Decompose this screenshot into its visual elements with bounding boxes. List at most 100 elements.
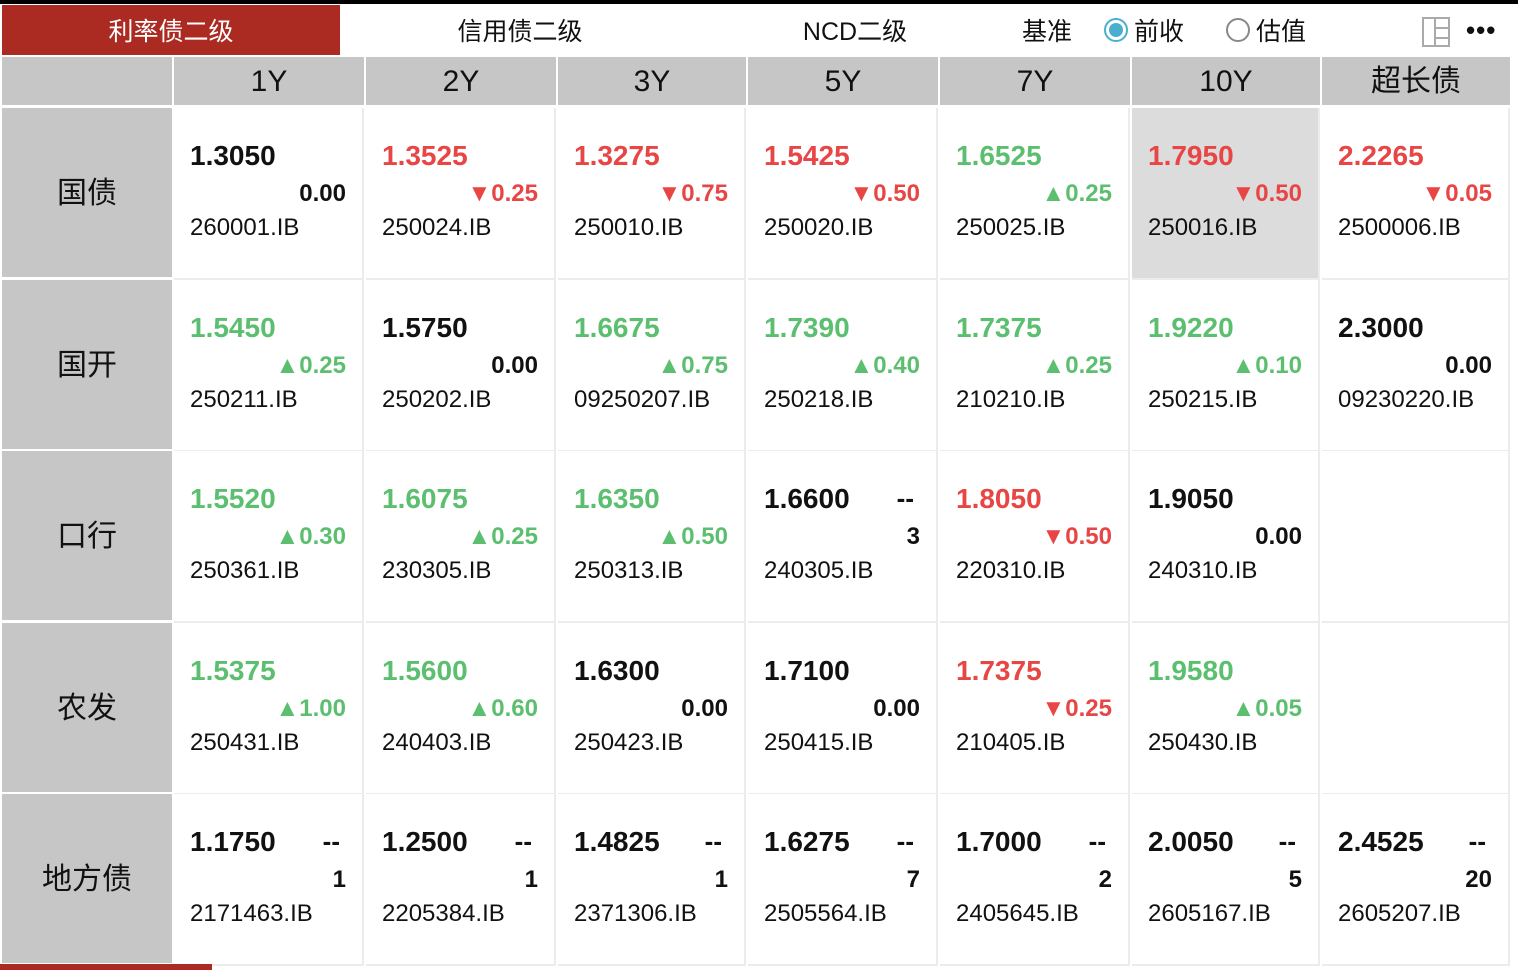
yield-rate: 2.2265 (1338, 140, 1424, 171)
yield-change: ▲1.00 (275, 694, 346, 722)
radio-label: 前收 (1134, 18, 1185, 46)
yield-cell[interactable]: 2.4525 -- 20 2605207.IB (1322, 794, 1510, 966)
change-placeholder: -- (514, 826, 532, 856)
yield-cell[interactable]: 1.1750 -- 1 2171463.IB (174, 794, 364, 966)
yield-cell[interactable]: 2.3000 0.00 09230220.IB (1322, 279, 1510, 452)
yield-change: ▼0.50 (1041, 523, 1112, 550)
yield-cell[interactable]: 1.9050 0.00 240310.IB (1132, 451, 1320, 623)
bond-code: 250431.IB (190, 728, 300, 756)
yield-cell[interactable]: 1.3275 ▼0.75 250010.IB (558, 108, 746, 280)
column-header[interactable]: 超长债 (1322, 57, 1510, 105)
layout-icon[interactable] (1422, 17, 1450, 47)
change-placeholder: -- (322, 826, 340, 856)
yield-cell[interactable] (1322, 451, 1510, 623)
trade-count: 1 (714, 866, 728, 893)
trade-count: 3 (906, 523, 920, 550)
yield-cell[interactable]: 1.3050 0.00 260001.IB (174, 108, 364, 280)
bond-code: 2205384.IB (382, 900, 505, 927)
radio-label: 估值 (1256, 18, 1307, 46)
yield-rate: 1.7950 (1148, 140, 1234, 171)
yield-rate: 1.9580 (1148, 654, 1234, 686)
yield-cell[interactable]: 1.5750 0.00 250202.IB (366, 279, 556, 452)
yield-cell[interactable]: 1.6350 ▲0.50 250313.IB (558, 451, 746, 623)
yield-change: ▲0.30 (275, 523, 346, 550)
bond-code: 230305.IB (382, 557, 492, 584)
trade-count: 5 (1288, 866, 1302, 893)
yield-cell[interactable]: 1.7390 ▲0.40 250218.IB (748, 279, 938, 452)
tab-rate-bonds[interactable]: 利率债二级 (2, 5, 340, 55)
yield-cell[interactable]: 1.8050 ▼0.50 220310.IB (940, 451, 1130, 623)
yield-cell[interactable]: 1.5520 ▲0.30 250361.IB (174, 451, 364, 623)
bond-code: 09230220.IB (1338, 385, 1475, 413)
yield-cell[interactable]: 1.5450 ▲0.25 250211.IB (174, 279, 364, 452)
yield-cell[interactable]: 1.6675 ▲0.75 09250207.IB (558, 279, 746, 452)
yield-rate: 1.3525 (382, 140, 468, 171)
yield-cell[interactable] (1322, 622, 1510, 795)
change-placeholder: -- (704, 826, 722, 856)
yield-change: ▼0.05 (1421, 180, 1492, 207)
yield-rate: 2.3000 (1338, 311, 1424, 343)
bond-code: 210405.IB (956, 728, 1066, 756)
radio-valuation[interactable]: 估值 (1226, 5, 1306, 55)
yield-rate: 1.5520 (190, 483, 276, 514)
bond-code: 2605207.IB (1338, 900, 1461, 927)
column-header[interactable]: 2Y (366, 57, 556, 105)
bond-code: 250415.IB (764, 728, 874, 756)
bond-code: 220310.IB (956, 557, 1066, 584)
yield-rate: 1.7100 (764, 654, 850, 686)
yield-cell[interactable]: 1.5600 ▲0.60 240403.IB (366, 622, 556, 795)
radio-selected-icon (1104, 18, 1128, 42)
yield-rate: 1.6275 (764, 826, 850, 857)
yield-cell[interactable]: 1.6300 0.00 250423.IB (558, 622, 746, 795)
bond-code: 260001.IB (190, 214, 300, 241)
column-header[interactable]: 1Y (174, 57, 364, 105)
radio-prev-close[interactable]: 前收 (1104, 5, 1184, 55)
yield-cell[interactable]: 1.7100 0.00 250415.IB (748, 622, 938, 795)
yield-cell[interactable]: 1.4825 -- 1 2371306.IB (558, 794, 746, 966)
row-label[interactable]: 口行 (2, 451, 172, 620)
yield-rate: 1.8050 (956, 483, 1042, 514)
bond-code: 240305.IB (764, 557, 874, 584)
column-header[interactable]: 5Y (748, 57, 938, 105)
yield-rate: 1.5600 (382, 654, 468, 686)
yield-cell[interactable]: 1.3525 ▼0.25 250024.IB (366, 108, 556, 280)
yield-cell[interactable]: 1.5375 ▲1.00 250431.IB (174, 622, 364, 795)
row-label[interactable]: 地方债 (2, 794, 172, 963)
yield-change: 0.00 (1445, 351, 1492, 379)
yield-cell[interactable]: 1.9580 ▲0.05 250430.IB (1132, 622, 1320, 795)
row-label[interactable]: 国开 (2, 279, 172, 449)
yield-cell[interactable]: 1.5425 ▼0.50 250020.IB (748, 108, 938, 280)
yield-cell[interactable]: 1.6600 -- 3 240305.IB (748, 451, 938, 623)
yield-rate: 1.2500 (382, 826, 468, 857)
yield-rate: 2.0050 (1148, 826, 1234, 857)
yield-rate: 1.7390 (764, 311, 850, 343)
column-header[interactable]: 3Y (558, 57, 746, 105)
yield-cell[interactable]: 1.7000 -- 2 2405645.IB (940, 794, 1130, 966)
tab-credit-bonds[interactable]: 信用债二级 (457, 18, 583, 46)
yield-rate: 1.6300 (574, 654, 660, 686)
yield-cell[interactable]: 1.6075 ▲0.25 230305.IB (366, 451, 556, 623)
row-label[interactable]: 农发 (2, 622, 172, 792)
yield-change: ▼0.50 (1231, 180, 1302, 207)
yield-cell[interactable]: 1.6525 ▲0.25 250025.IB (940, 108, 1130, 280)
yield-rate: 1.3050 (190, 140, 276, 171)
yield-rate: 1.7375 (956, 311, 1042, 343)
yield-rate: 1.7000 (956, 826, 1042, 857)
row-label[interactable]: 国债 (2, 108, 172, 277)
bond-code: 250020.IB (764, 214, 874, 241)
more-icon[interactable]: ••• (1466, 15, 1497, 45)
yield-cell[interactable]: 2.0050 -- 5 2605167.IB (1132, 794, 1320, 966)
yield-cell[interactable]: 1.7375 ▼0.25 210405.IB (940, 622, 1130, 795)
yield-cell[interactable]: 1.7950 ▼0.50 250016.IB (1132, 108, 1320, 280)
yield-cell[interactable]: 2.2265 ▼0.05 2500006.IB (1322, 108, 1510, 280)
yield-cell[interactable]: 1.7375 ▲0.25 210210.IB (940, 279, 1130, 452)
yield-cell[interactable]: 1.2500 -- 1 2205384.IB (366, 794, 556, 966)
yield-cell[interactable]: 1.9220 ▲0.10 250215.IB (1132, 279, 1320, 452)
column-header[interactable]: 7Y (940, 57, 1130, 105)
bond-code: 250313.IB (574, 557, 684, 584)
yield-cell[interactable]: 1.6275 -- 7 2505564.IB (748, 794, 938, 966)
column-header[interactable]: 10Y (1132, 57, 1320, 105)
tab-ncd[interactable]: NCD二级 (802, 18, 908, 46)
yield-rate: 1.9220 (1148, 311, 1234, 343)
yield-rate: 1.5375 (190, 654, 276, 686)
